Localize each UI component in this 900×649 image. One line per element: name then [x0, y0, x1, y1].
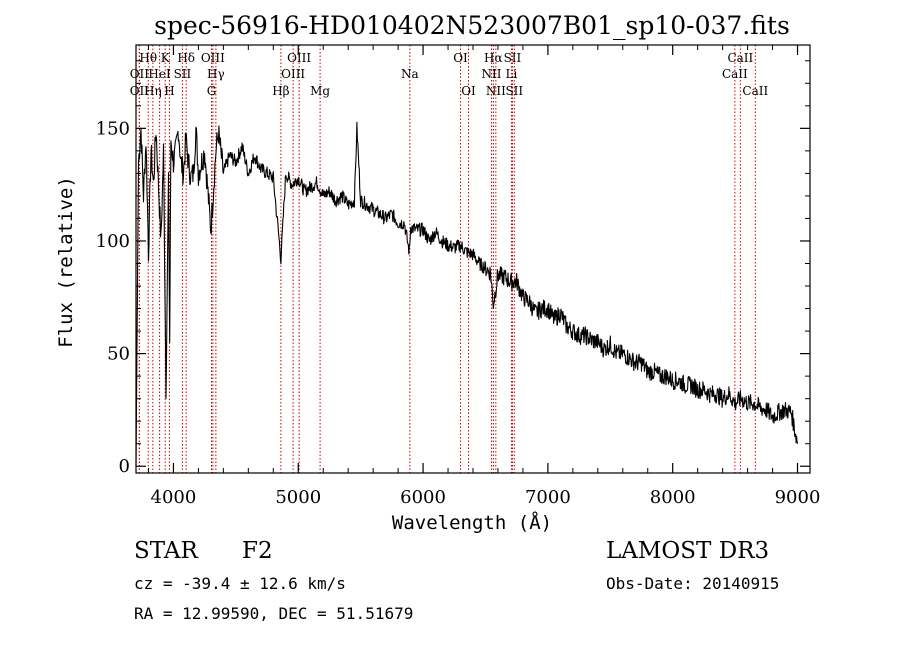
- spectral-line-label: OIII: [281, 67, 305, 81]
- spectral-line-label: G: [207, 84, 217, 98]
- y-tick-label: 50: [107, 344, 130, 365]
- spectral-line-label: OII: [130, 67, 150, 81]
- spectral-line-label: NII: [481, 67, 501, 81]
- spectral-line-label: SII: [174, 67, 192, 81]
- spectral-line-label: CaII: [727, 51, 753, 65]
- spectral-line-label: CaII: [742, 84, 768, 98]
- spectral-line-label: Hδ: [177, 51, 195, 65]
- spectral-line-label: K: [161, 51, 171, 65]
- spectral-line-label: OIII: [287, 51, 311, 65]
- x-tick-label: 7000: [525, 487, 571, 508]
- obs-date: Obs-Date: 20140915: [606, 574, 780, 593]
- survey-name: LAMOST DR3: [606, 538, 770, 564]
- spectral-line-label: CaII: [722, 67, 748, 81]
- axis-ticks: 4000 5000 6000 7000 8000 9000 0 50 100 150: [96, 45, 821, 508]
- coordinates: RA = 12.99590, DEC = 51.51679: [134, 604, 414, 623]
- x-tick-label: 4000: [151, 487, 197, 508]
- spectral-line-label: Hθ: [139, 51, 157, 65]
- spectral-line-label: SII: [504, 51, 522, 65]
- spectral-line-label: OI: [461, 84, 476, 98]
- spectral-line-label: Na: [401, 67, 419, 81]
- spectral-line-label: Mg: [310, 84, 330, 98]
- spectral-line-label: Hβ: [272, 84, 289, 98]
- spectral-line-label: HeI: [148, 67, 171, 81]
- redshift-text: cz = -39.4 ± 12.6 km/s: [134, 574, 346, 593]
- spectral-line-label: Li: [506, 67, 518, 81]
- y-tick-label: 150: [96, 118, 130, 139]
- spectral-line-label: OII: [130, 84, 150, 98]
- spectral-line-label: H: [164, 84, 174, 98]
- spectral-line-label: Hγ: [207, 67, 225, 81]
- spectral-line-label: NII: [486, 84, 506, 98]
- object-subclass: F2: [242, 538, 273, 564]
- spectral-line-label: SII: [505, 84, 523, 98]
- spectral-line-label: OI: [453, 51, 468, 65]
- spectrum-line: [135, 121, 799, 467]
- x-tick-label: 6000: [400, 487, 446, 508]
- x-tick-label: 9000: [775, 487, 821, 508]
- x-tick-label: 5000: [275, 487, 321, 508]
- object-class: STAR: [134, 538, 198, 564]
- chart-title: spec-56916-HD010402N523007B01_sp10-037.f…: [154, 11, 790, 40]
- x-tick-label: 8000: [650, 487, 696, 508]
- spectral-line-label: Hη: [144, 84, 162, 98]
- x-axis-label: Wavelength (Å): [392, 511, 552, 534]
- spectral-line-label: OIII: [201, 51, 225, 65]
- y-axis-label: Flux (relative): [55, 176, 77, 348]
- y-tick-label: 100: [96, 231, 130, 252]
- spectral-line-label: Hα: [484, 51, 503, 65]
- y-tick-label: 0: [119, 456, 130, 477]
- spectral-line-markers: [138, 45, 756, 473]
